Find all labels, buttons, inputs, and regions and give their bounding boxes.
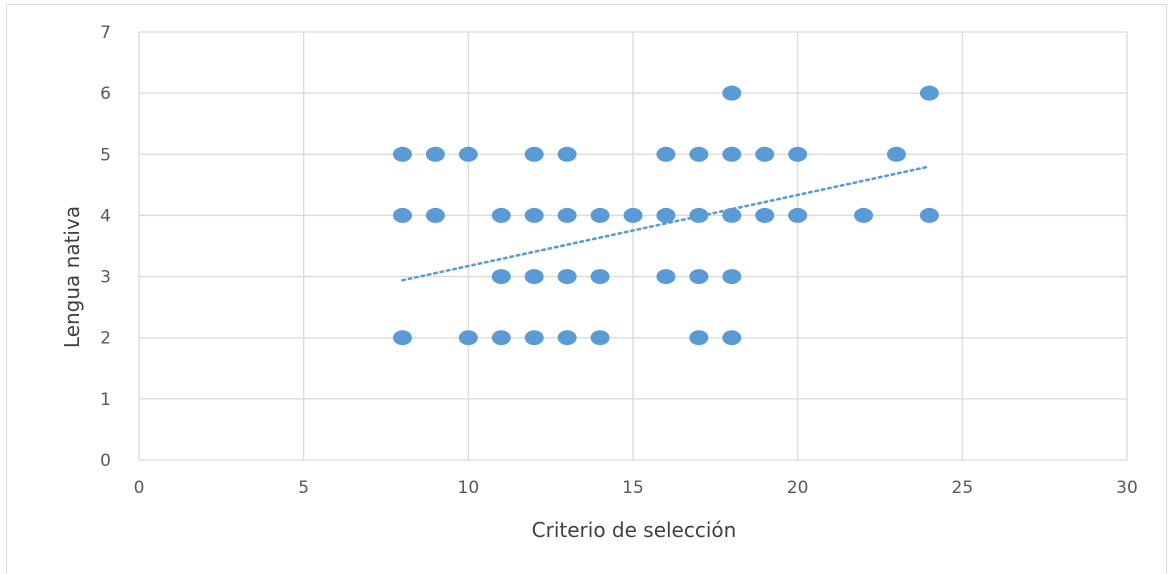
tick-labels: 0 5 10 15 20 25 30 0 1 2 3 4 5 6 7	[100, 23, 1138, 498]
x-tick-label: 20	[787, 478, 809, 498]
data-point	[557, 330, 577, 346]
data-point	[557, 207, 577, 223]
data-point	[722, 146, 742, 162]
y-tick-label: 0	[100, 451, 111, 471]
y-tick-label: 2	[100, 329, 111, 349]
data-point	[919, 207, 939, 223]
x-tick-label: 25	[952, 478, 974, 498]
data-point	[392, 330, 412, 346]
data-point	[689, 207, 709, 223]
y-axis-title: Lengua nativa	[60, 206, 84, 348]
x-tick-label: 0	[134, 478, 145, 498]
data-points	[392, 85, 939, 346]
data-point	[788, 146, 808, 162]
y-tick-label: 4	[100, 206, 111, 226]
data-point	[854, 207, 874, 223]
data-point	[886, 146, 906, 162]
data-point	[722, 330, 742, 346]
data-point	[392, 207, 412, 223]
data-point	[524, 146, 544, 162]
data-point	[392, 146, 412, 162]
data-point	[656, 269, 676, 285]
data-point	[919, 85, 939, 101]
x-tick-label: 10	[458, 478, 480, 498]
y-tick-label: 3	[100, 268, 111, 288]
data-point	[722, 269, 742, 285]
chart-frame	[6, 4, 1167, 574]
data-point	[524, 330, 544, 346]
data-point	[689, 330, 709, 346]
data-point	[689, 269, 709, 285]
y-tick-label: 5	[100, 145, 111, 165]
trendline-layer	[401, 165, 931, 282]
data-point	[491, 269, 511, 285]
data-point	[557, 269, 577, 285]
data-point	[491, 207, 511, 223]
data-point	[425, 146, 445, 162]
data-point	[590, 207, 610, 223]
x-tick-label: 15	[622, 478, 644, 498]
data-point	[524, 207, 544, 223]
data-point	[557, 146, 577, 162]
y-tick-label: 7	[100, 23, 111, 43]
data-point	[689, 146, 709, 162]
data-point	[425, 207, 445, 223]
data-point	[590, 269, 610, 285]
x-axis-title: Criterio de selección	[532, 518, 737, 542]
data-point	[755, 207, 775, 223]
data-point	[458, 330, 478, 346]
data-point	[722, 207, 742, 223]
x-tick-label: 30	[1116, 478, 1138, 498]
data-point	[524, 269, 544, 285]
data-point	[656, 146, 676, 162]
data-point	[755, 146, 775, 162]
data-point	[722, 85, 742, 101]
data-point	[491, 330, 511, 346]
x-tick-label: 5	[298, 478, 309, 498]
data-point	[656, 207, 676, 223]
data-point	[788, 207, 808, 223]
data-point	[623, 207, 643, 223]
y-tick-label: 1	[100, 390, 111, 410]
y-tick-label: 6	[100, 84, 111, 104]
trendline	[401, 165, 931, 282]
grid	[138, 31, 1128, 461]
data-point	[590, 330, 610, 346]
data-point	[458, 146, 478, 162]
